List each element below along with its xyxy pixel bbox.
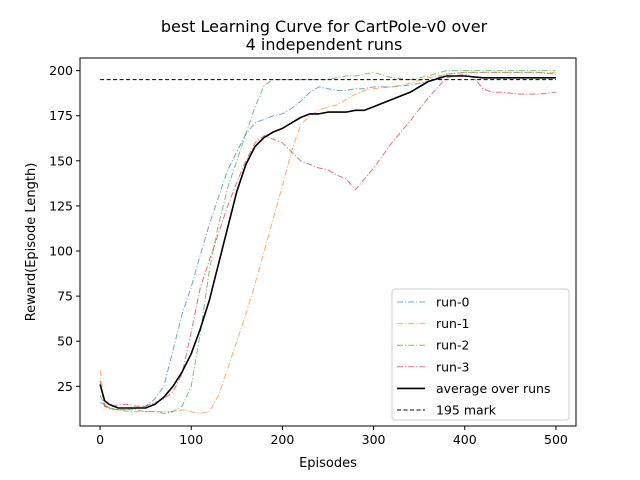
legend-label-run-2: run-2	[436, 338, 469, 353]
x-tick-label: 400	[453, 432, 477, 447]
plot-lines	[99, 70, 556, 414]
legend-box	[391, 288, 570, 421]
x-tick-label: 300	[362, 432, 386, 447]
legend-label-195-mark: 195 mark	[436, 403, 497, 418]
chart-title-line-2: 4 independent runs	[246, 35, 403, 54]
y-tick-label: 100	[49, 244, 73, 259]
y-tick-label: 75	[57, 289, 73, 304]
x-axis-ticks: 0 100 200 300 400 500	[96, 426, 568, 447]
legend-label-run-0: run-0	[436, 295, 469, 310]
y-tick-label: 200	[49, 63, 73, 78]
y-tick-label: 50	[57, 334, 73, 349]
x-tick-label: 100	[179, 432, 203, 447]
y-tick-label: 125	[49, 198, 73, 213]
x-tick-label: 500	[544, 432, 568, 447]
series-line-average-over-runs	[99, 75, 556, 409]
y-tick-label: 25	[57, 379, 73, 394]
chart-title-line-1: best Learning Curve for CartPole-v0 over	[161, 17, 488, 36]
y-axis-label: Reward(Episode Length)	[24, 163, 39, 322]
legend-label-run-1: run-1	[436, 316, 469, 331]
series-line-run-0	[99, 71, 556, 411]
y-tick-label: 175	[49, 108, 73, 123]
y-axis-ticks: 25 50 75 100 125 150 175 200	[49, 63, 80, 394]
legend-label-average-over-runs: average over runs	[436, 381, 551, 396]
x-tick-label: 0	[96, 432, 104, 447]
plot-frame	[79, 57, 577, 427]
y-tick-label: 150	[49, 153, 73, 168]
x-tick-label: 200	[270, 432, 294, 447]
legend: run-0 run-1 run-2 run-3 average over runs 195…	[391, 288, 570, 421]
series-line-run-3	[99, 73, 556, 409]
x-axis-label: Episodes	[299, 456, 357, 471]
legend-label-run-3: run-3	[436, 359, 469, 374]
